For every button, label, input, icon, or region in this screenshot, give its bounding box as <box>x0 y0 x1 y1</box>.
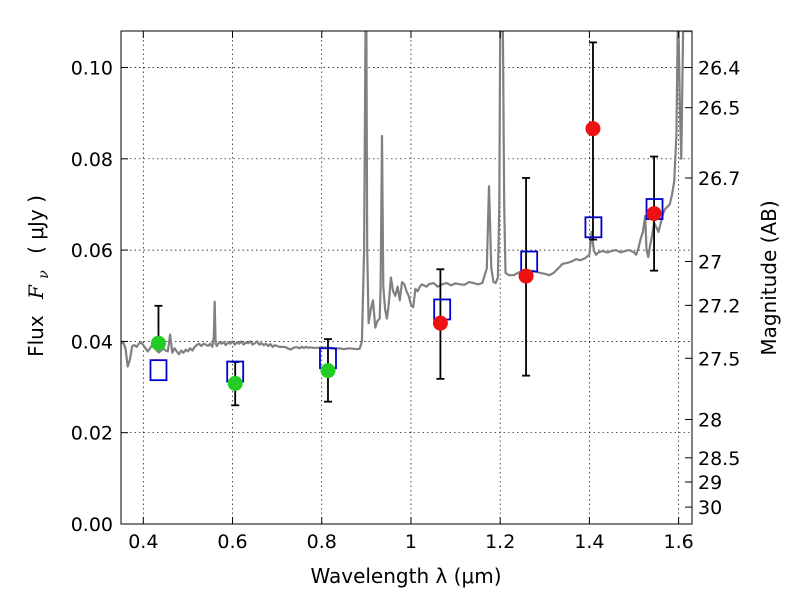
model-point <box>520 250 539 273</box>
optical-data-point <box>227 375 243 391</box>
model-point <box>149 359 168 382</box>
optical-data-point <box>150 335 166 351</box>
y-tick-label: 0.08 <box>71 149 113 171</box>
y2-tick-label: 29 <box>698 472 722 494</box>
infrared-data-point <box>646 206 662 222</box>
x-tick-label: 1.6 <box>664 531 694 553</box>
x-tick-label: 0.8 <box>307 531 337 553</box>
y-axis-label-symbol: F <box>24 284 48 300</box>
y-tick-label: 0.10 <box>71 58 113 80</box>
y-axis-label-units: ( μJy ) <box>24 195 48 254</box>
x-tick-label: 1.4 <box>574 531 604 553</box>
y-axis-label-subscript: ν <box>36 270 52 279</box>
x-axis-label: Wavelength λ (μm) <box>310 564 501 588</box>
y2-tick-label: 27.2 <box>698 295 740 317</box>
y-tick-label: 0.00 <box>71 514 113 536</box>
x-tick-label: 1 <box>405 531 417 553</box>
x-tick-label: 0.6 <box>217 531 247 553</box>
y-tick-label: 0.02 <box>71 423 113 445</box>
x-tick-label: 1.2 <box>485 531 515 553</box>
plot-frame <box>120 30 693 525</box>
x-tick-label: 0.4 <box>128 531 158 553</box>
y2-tick-label: 28 <box>698 409 722 431</box>
y2-tick-label: 26.7 <box>698 168 740 190</box>
model-point <box>584 216 603 239</box>
infrared-data-point <box>432 315 448 331</box>
error-bars-layer <box>154 41 659 407</box>
y-axis-label: Flux F ν ( μJy ) <box>24 195 53 357</box>
y2-tick-label: 26.5 <box>698 98 740 120</box>
observed-points-layer <box>150 121 662 391</box>
y2-tick-label: 26.4 <box>698 58 740 80</box>
y2-tick-label: 30 <box>698 497 722 519</box>
infrared-data-point <box>518 268 534 284</box>
y2-axis-label: Magnitude (AB) <box>757 200 781 355</box>
y-tick-label: 0.04 <box>71 331 113 353</box>
y2-tick-label: 27.5 <box>698 348 740 370</box>
sed-spectrum-layer <box>121 31 692 368</box>
sed-spectrum-line <box>121 31 692 368</box>
y2-tick-label: 27 <box>698 252 722 274</box>
optical-data-point <box>320 363 336 379</box>
y2-tick-label: 28.5 <box>698 448 740 470</box>
infrared-data-point <box>585 121 601 137</box>
axis-ticks: 0.4 0.6 0.8 1 1.2 1.4 1.6 0.00 0.02 0.04 0.06 0.08 0… <box>71 31 740 553</box>
y-tick-label: 0.06 <box>71 240 113 262</box>
y-axis-label-prefix: Flux <box>24 315 48 357</box>
grid <box>121 31 692 524</box>
